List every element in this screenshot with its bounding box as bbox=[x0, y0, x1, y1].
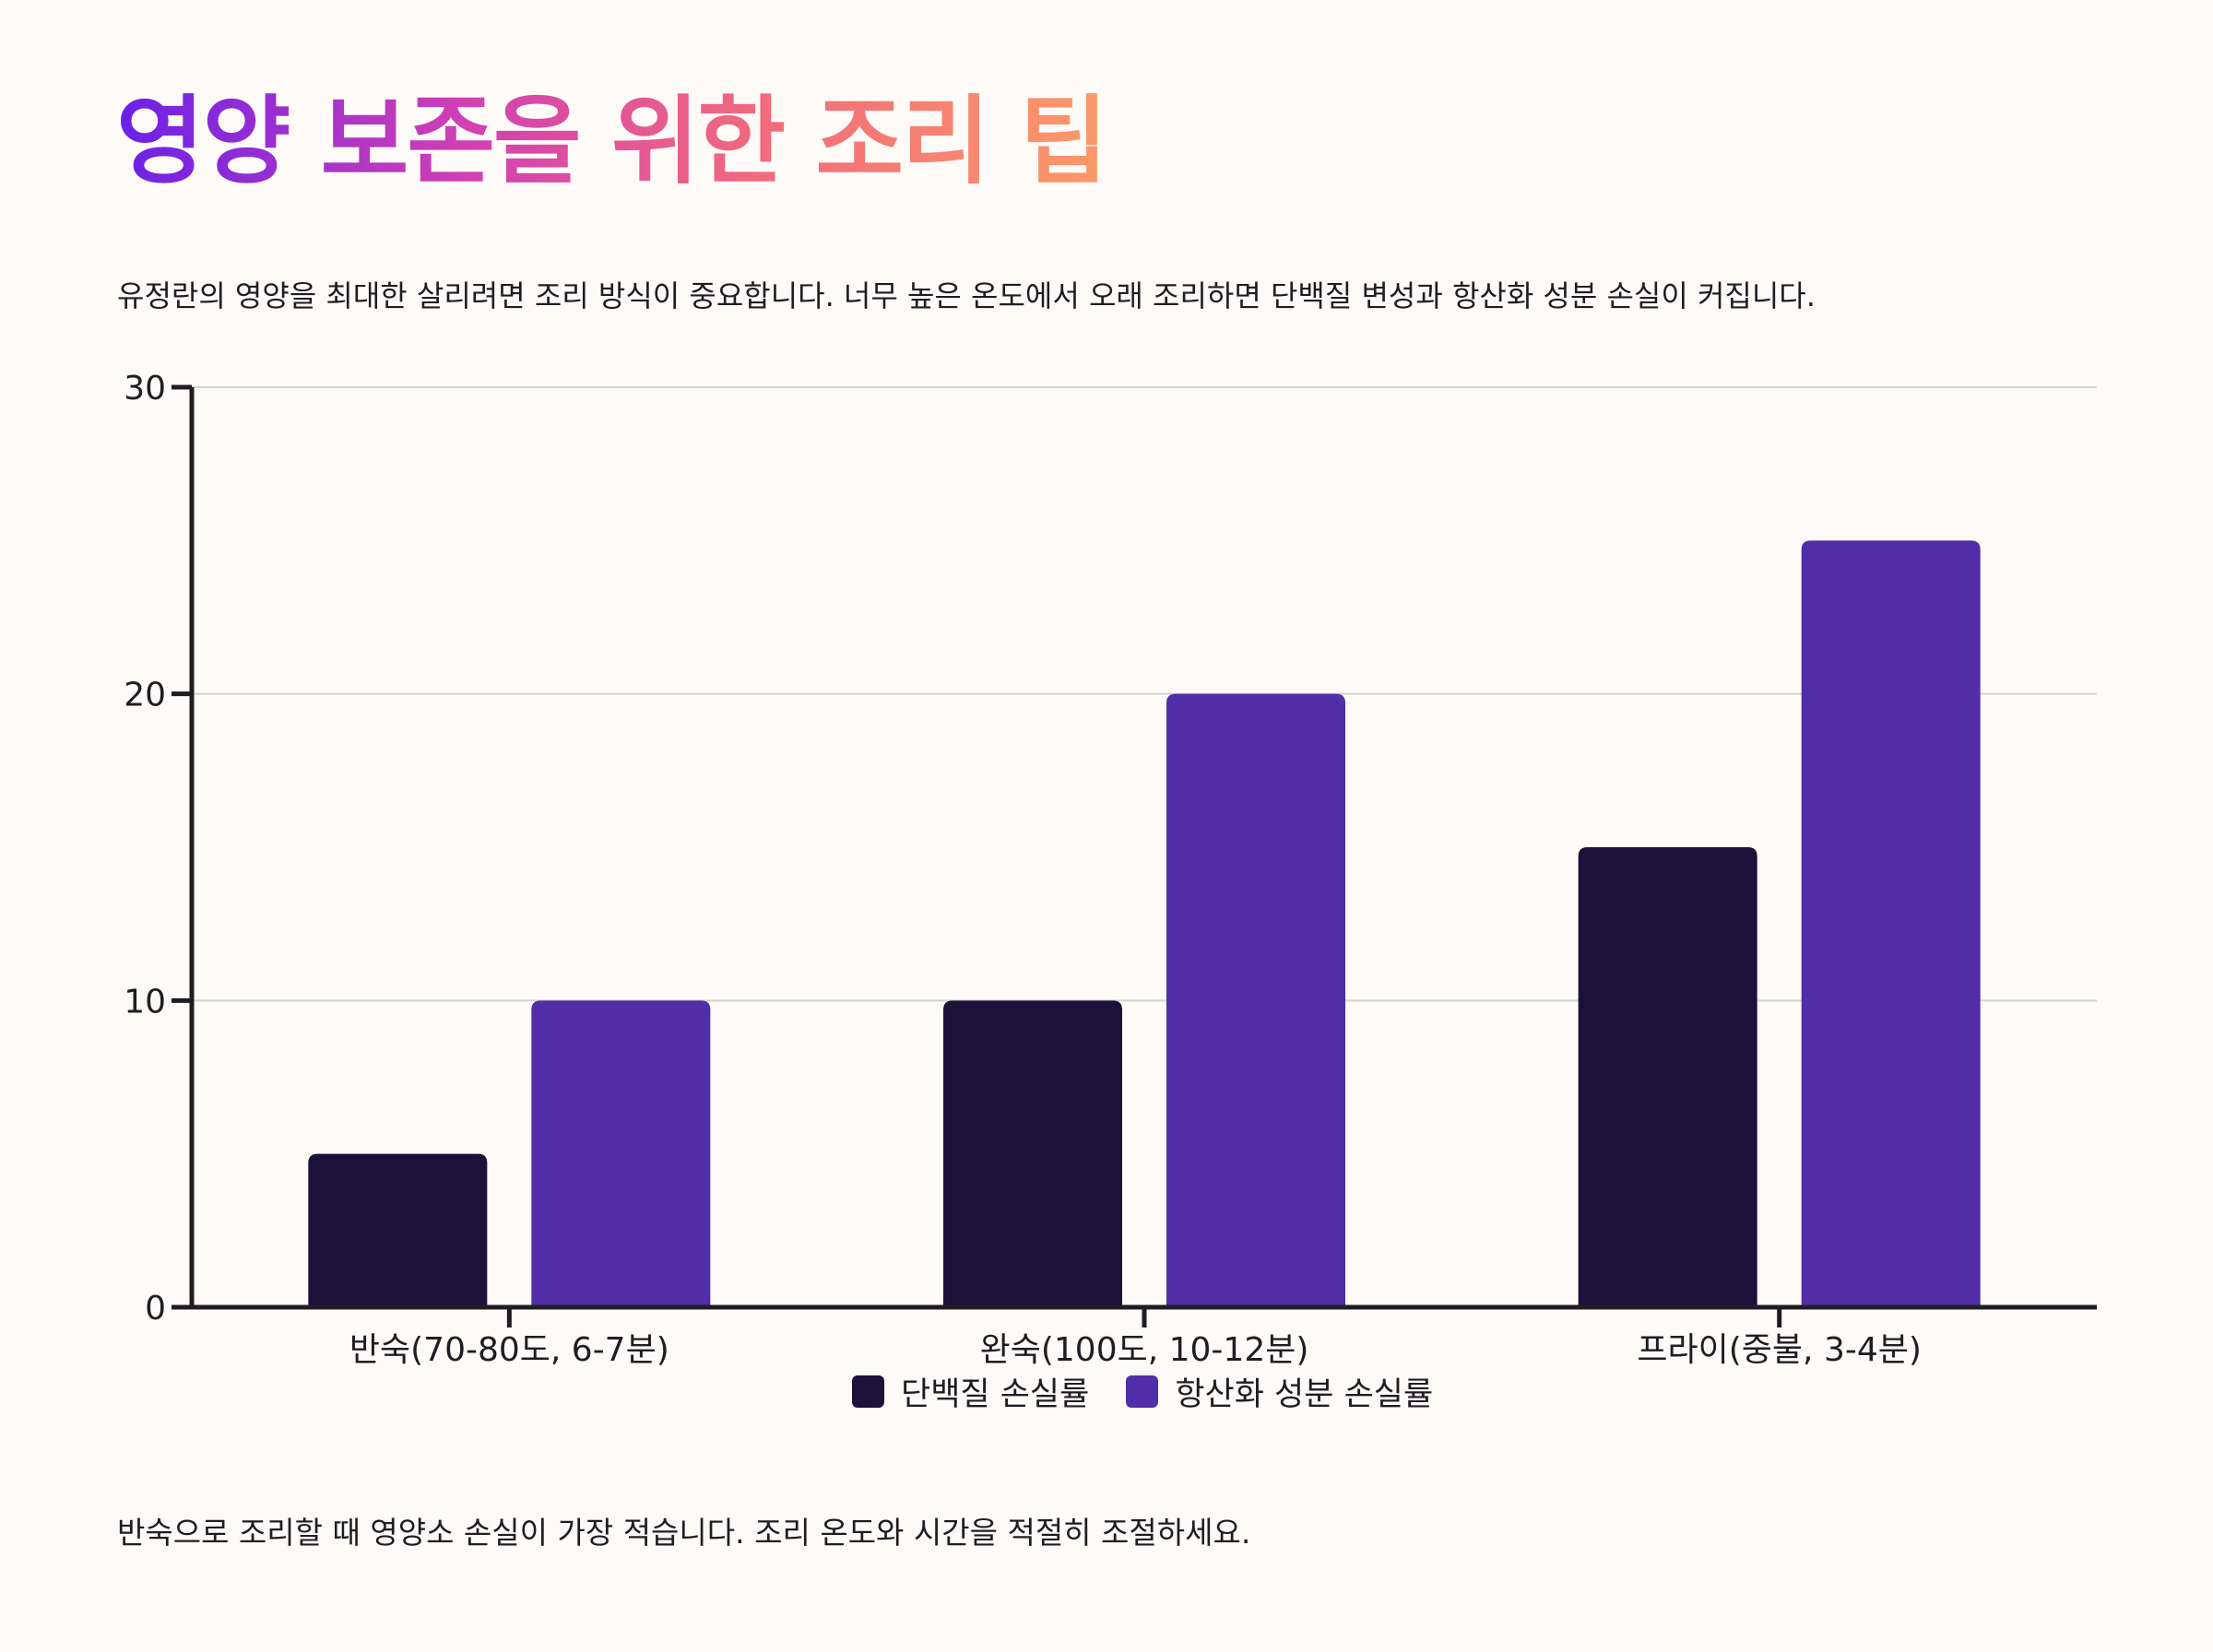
y-tick-label: 30 bbox=[124, 370, 166, 407]
bar bbox=[308, 1153, 488, 1307]
chart-legend: 단백질 손실률 항산화 성분 손실률 bbox=[852, 1368, 1470, 1415]
bar bbox=[1578, 847, 1757, 1307]
legend-item-protein: 단백질 손실률 bbox=[852, 1368, 1089, 1415]
page-title: 영양 보존을 위한 조리 팁 bbox=[116, 72, 1108, 210]
bar-chart: 0 10 20 30 반숙(70-80도, 6-7분) 완숙(100도, 10-12분) 프… bbox=[124, 370, 2097, 1369]
legend-label-protein: 단백질 손실률 bbox=[901, 1376, 1090, 1413]
intro-text: 유정란의 영양을 최대한 살리려면 조리 방식이 중요합니다. 너무 높은 온도… bbox=[117, 278, 1816, 313]
bar bbox=[943, 1000, 1122, 1307]
bar bbox=[1801, 540, 1981, 1307]
x-tick-label: 반숙(70-80도, 6-7분) bbox=[349, 1331, 669, 1369]
y-tick-label: 20 bbox=[124, 677, 166, 714]
bar bbox=[531, 1000, 711, 1307]
legend-swatch-antioxidant bbox=[1126, 1375, 1159, 1408]
legend-label-antioxidant: 항산화 성분 손실률 bbox=[1175, 1376, 1434, 1413]
y-tick-label: 0 bbox=[145, 1290, 166, 1328]
legend-swatch-protein bbox=[852, 1375, 884, 1408]
y-tick-label: 10 bbox=[124, 983, 166, 1021]
legend-item-antioxidant: 항산화 성분 손실률 bbox=[1126, 1368, 1433, 1415]
x-tick-label: 프라이(중불, 3-4분) bbox=[1637, 1331, 1922, 1369]
x-tick-label: 완숙(100도, 10-12분) bbox=[980, 1331, 1309, 1369]
bar bbox=[1166, 693, 1345, 1307]
footnote-text: 반숙으로 조리할 때 영양소 손실이 가장 적습니다. 조리 온도와 시간을 적… bbox=[117, 1515, 1251, 1551]
